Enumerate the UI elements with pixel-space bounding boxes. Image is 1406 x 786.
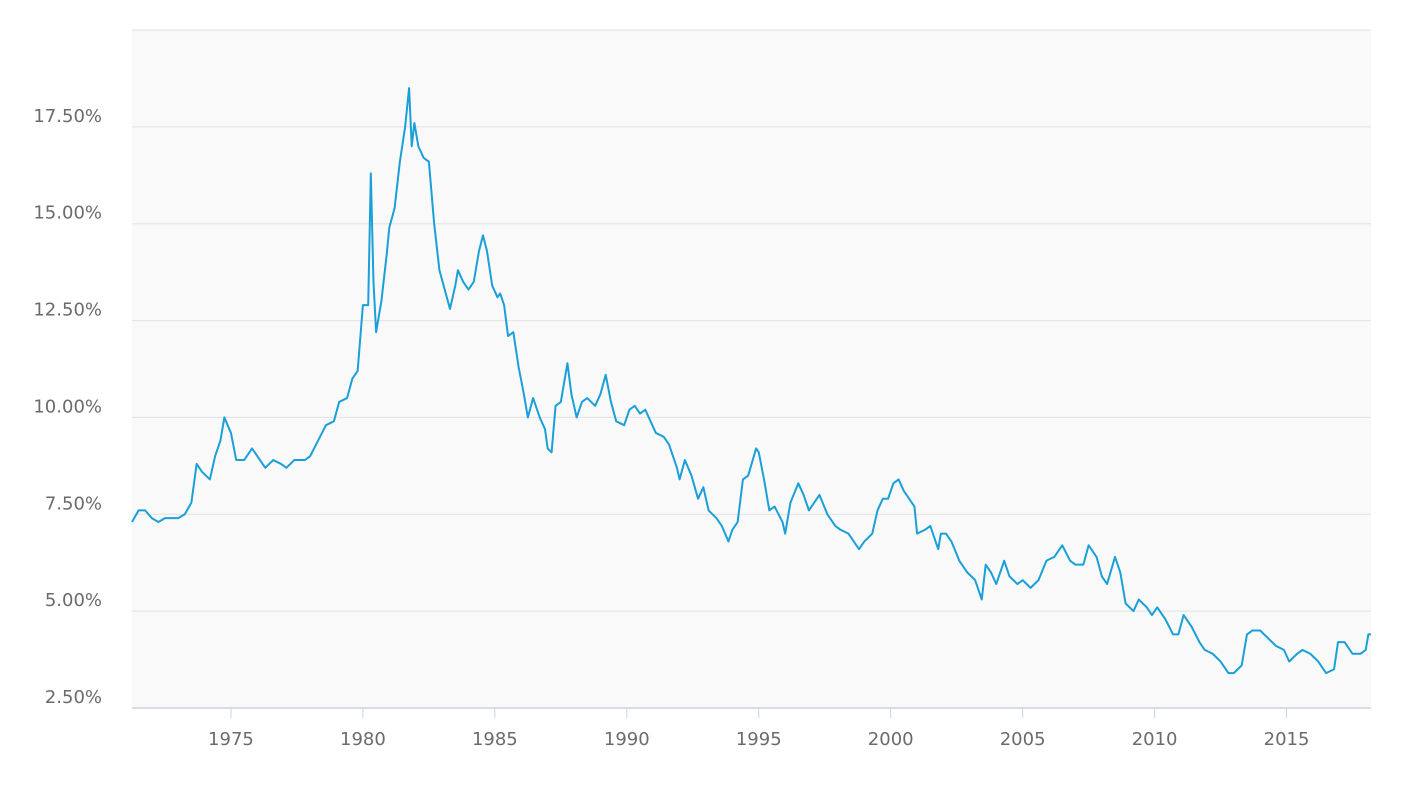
- x-tick-label: 1995: [736, 729, 782, 750]
- x-tick-label: 2005: [1000, 729, 1046, 750]
- y-tick-label: 7.50%: [45, 493, 102, 514]
- x-tick-label: 2010: [1132, 729, 1178, 750]
- x-tick-label: 1990: [604, 729, 650, 750]
- y-tick-label: 12.50%: [33, 300, 102, 321]
- y-tick-label: 17.50%: [33, 106, 102, 127]
- data-line: [131, 87, 1371, 675]
- y-tick-label: 10.00%: [33, 396, 102, 417]
- x-tick-label: 1985: [472, 729, 518, 750]
- y-tick-label: 2.50%: [45, 687, 102, 708]
- x-tick-label: 2015: [1264, 729, 1310, 750]
- x-tick-label: 1980: [340, 729, 386, 750]
- x-tick-label: 2000: [868, 729, 914, 750]
- plot-area: [132, 30, 1371, 708]
- x-tick-label: 1975: [208, 729, 254, 750]
- y-tick-label: 15.00%: [33, 203, 102, 224]
- y-tick-label: 5.00%: [45, 590, 102, 611]
